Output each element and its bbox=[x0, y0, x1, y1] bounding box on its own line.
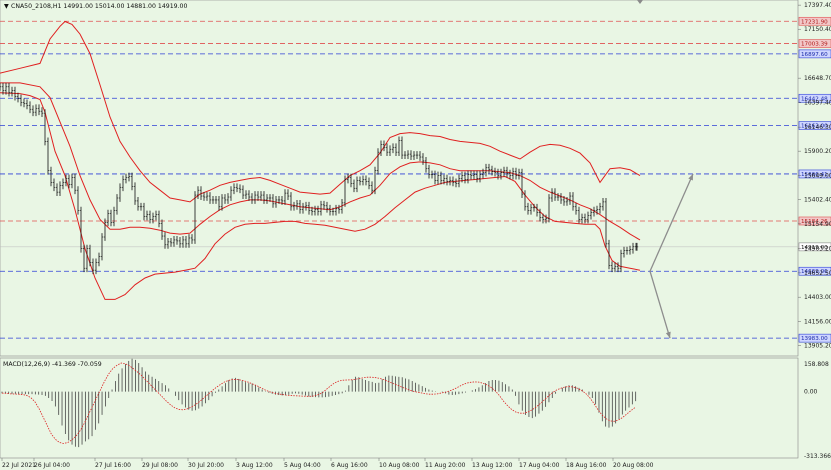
forecast-arrowhead-icon bbox=[688, 174, 693, 181]
price-tick-label: 14156.00 bbox=[804, 318, 831, 325]
chart-title-arrow-icon[interactable]: ▼ bbox=[4, 3, 9, 10]
macd-signal-line bbox=[1, 362, 636, 444]
price-tick-label: 14652.50 bbox=[804, 270, 831, 277]
time-tick-label: 17 Aug 04:00 bbox=[519, 462, 560, 469]
time-tick-label: 29 Jul 08:00 bbox=[142, 462, 178, 469]
macd-tick-label: 0.00 bbox=[804, 389, 818, 396]
level-tag bbox=[798, 333, 831, 343]
time-tick-label: 13 Aug 12:00 bbox=[472, 462, 513, 469]
level-label: 16163.00 bbox=[801, 124, 828, 130]
price-tick-label: 17150.40 bbox=[804, 26, 831, 33]
price-tick-label: 13905.20 bbox=[804, 343, 831, 350]
time-tick-label: 20 Aug 08:00 bbox=[613, 462, 654, 469]
forecast-arrows bbox=[649, 173, 694, 339]
level-tag bbox=[798, 169, 831, 179]
price-panel bbox=[0, 0, 799, 357]
time-tick-label: 6 Aug 16:00 bbox=[331, 462, 368, 469]
level-tag bbox=[798, 266, 831, 276]
price-tick-label: 15154.90 bbox=[804, 221, 831, 228]
time-tick-label: 11 Aug 20:00 bbox=[425, 462, 466, 469]
level-label: 16442.48 bbox=[801, 96, 828, 102]
price-tick-label: 17397.40 bbox=[804, 2, 831, 9]
chart-title: CNA50_2108,H1 14991.00 15014.00 14881.00… bbox=[11, 3, 187, 10]
level-label: 17003.39 bbox=[801, 42, 828, 48]
level-tag bbox=[798, 16, 831, 26]
time-tick-label: 27 Jul 16:00 bbox=[95, 462, 131, 469]
bollinger-upper-line bbox=[0, 20, 641, 203]
price-tick-label: 16397.40 bbox=[804, 100, 831, 107]
level-tag bbox=[798, 121, 831, 130]
level-label: 16897.60 bbox=[801, 52, 828, 58]
horizontal-levels: 17231.90 17003.39 16897.60 16442.48 16163.00… bbox=[0, 16, 831, 343]
level-tag bbox=[798, 49, 831, 59]
time-tick-label: 5 Aug 04:00 bbox=[284, 462, 321, 469]
forecast-arrow-line[interactable] bbox=[649, 271, 671, 339]
macd-title: MACD(12,26,9) -41.369 -70.059 bbox=[3, 361, 102, 368]
level-label: 15666.41 bbox=[801, 172, 828, 178]
level-tag bbox=[798, 93, 831, 103]
macd-tick-label: -313.366 bbox=[804, 453, 831, 460]
time-tick-label: 22 Jul 2021 bbox=[2, 462, 36, 469]
macd-histogram bbox=[1, 358, 637, 448]
current-price-tag bbox=[798, 242, 831, 252]
price-tick-label: 15402.40 bbox=[804, 197, 831, 204]
price-axis: 17397.40 17150.40 16648.70 16397.40 16146.30… bbox=[798, 2, 831, 350]
level-label: 13983.00 bbox=[801, 336, 828, 342]
forecast-arrow-line[interactable] bbox=[649, 173, 694, 272]
time-tick-label: 18 Aug 16:00 bbox=[566, 462, 607, 469]
level-label: 17231.90 bbox=[801, 19, 828, 25]
price-tick-label: 15649.00 bbox=[804, 173, 831, 180]
price-bars bbox=[0, 82, 639, 275]
bollinger-lower-line bbox=[0, 92, 641, 300]
time-tick-label: 10 Aug 08:00 bbox=[379, 462, 420, 469]
level-tag bbox=[798, 39, 831, 48]
price-tick-label: 14403.00 bbox=[804, 294, 831, 301]
time-tick-label: 3 Aug 12:00 bbox=[236, 462, 273, 469]
level-label: 14669.06 bbox=[801, 269, 828, 275]
price-tick-label: 16146.30 bbox=[804, 124, 831, 131]
price-tick-label: 14903.20 bbox=[804, 245, 831, 252]
time-tick-label: 30 Jul 20:00 bbox=[188, 462, 224, 469]
current-price-label: 14919.00 bbox=[801, 245, 828, 251]
price-tick-label: 16648.70 bbox=[804, 75, 831, 82]
time-tick-label: 26 Jul 04:00 bbox=[34, 462, 70, 469]
macd-axis: 158.808 0.00 -313.366 bbox=[804, 361, 831, 460]
scroll-marker-icon[interactable] bbox=[637, 0, 643, 4]
macd-tick-label: 158.808 bbox=[804, 361, 829, 368]
level-label: 15184.26 bbox=[801, 219, 828, 225]
forecast-arrowhead-icon bbox=[665, 331, 671, 339]
level-tag bbox=[798, 216, 831, 226]
price-tick-label: 15900.20 bbox=[804, 148, 831, 155]
macd-panel bbox=[0, 357, 799, 459]
